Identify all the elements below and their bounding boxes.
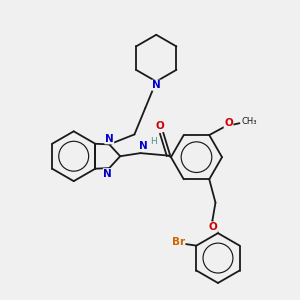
Text: N: N: [105, 134, 114, 144]
Text: N: N: [139, 141, 148, 151]
Text: N: N: [152, 80, 161, 90]
Text: N: N: [103, 169, 112, 179]
Text: O: O: [224, 118, 233, 128]
Text: O: O: [208, 222, 217, 232]
Text: CH₃: CH₃: [242, 117, 257, 126]
Text: O: O: [156, 121, 164, 131]
Text: H: H: [150, 137, 157, 146]
Text: Br: Br: [172, 238, 185, 248]
